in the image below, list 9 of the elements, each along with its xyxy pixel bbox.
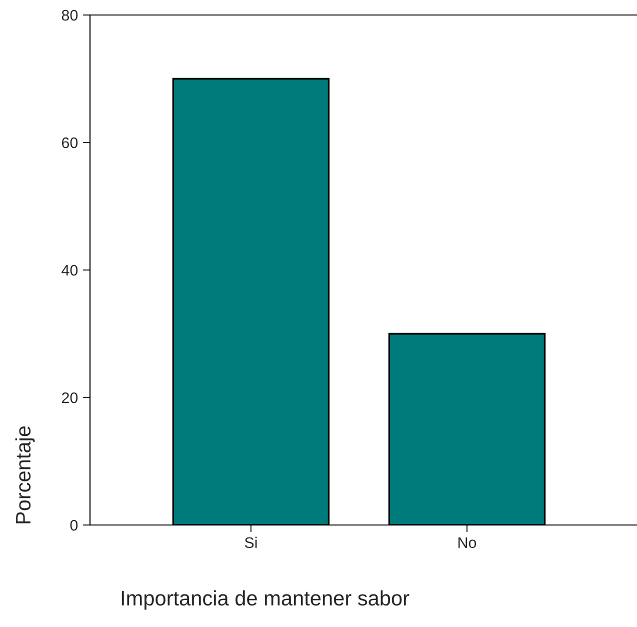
x-tick-label: Si [244,536,257,548]
y-tick-label: 60 [62,137,78,148]
y-axis-title: Porcentaje [15,426,35,524]
x-tick-label: No [458,537,476,548]
y-tick-label: 0 [70,520,78,531]
y-tick-label: 80 [62,10,78,21]
y-tick-label: 20 [62,392,78,404]
x-axis-title: Importancia de mantener sabor [122,590,410,610]
y-tick-label: 40 [62,264,78,276]
